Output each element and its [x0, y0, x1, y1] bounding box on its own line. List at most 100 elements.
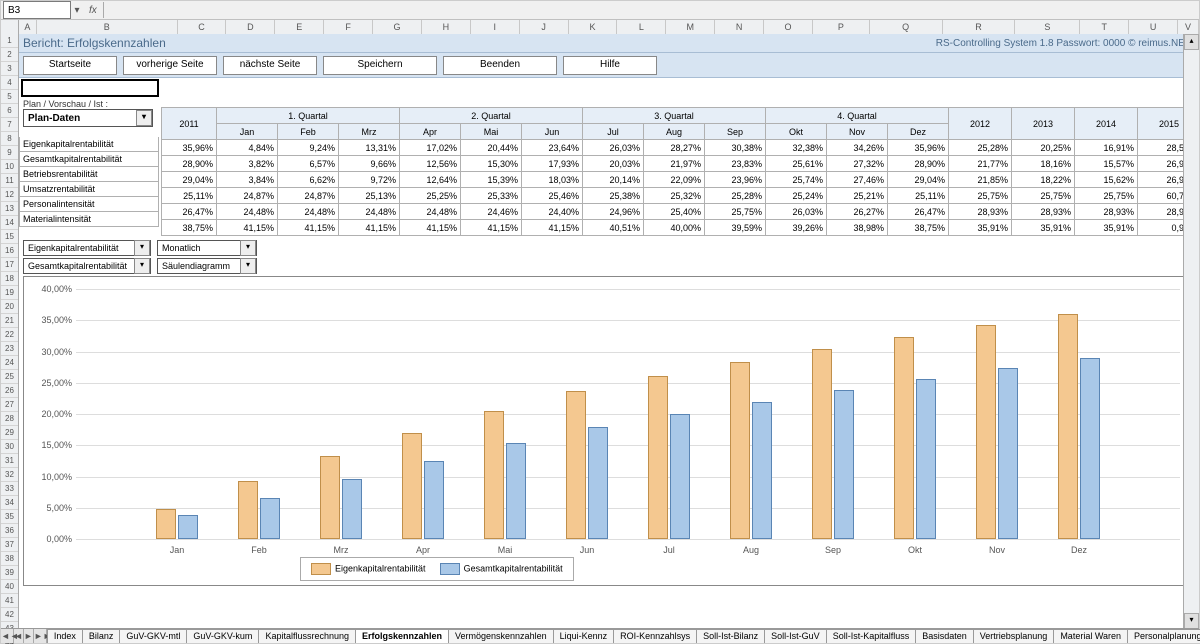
row-header[interactable]: 21 — [1, 314, 18, 328]
row-header[interactable]: 2 — [1, 48, 18, 62]
series2-select[interactable]: Gesamtkapitalrentabilität▾ — [23, 258, 151, 274]
sheet-tab[interactable]: GuV-GKV-kum — [186, 629, 259, 643]
nav-button[interactable]: Speichern — [323, 56, 437, 75]
col-header[interactable]: C — [178, 20, 227, 35]
sheet-tab[interactable]: Vertriebsplanung — [973, 629, 1055, 643]
series1-select[interactable]: Eigenkapitalrentabilität▾ — [23, 240, 151, 256]
row-header[interactable]: 24 — [1, 356, 18, 370]
row-header[interactable]: 42 — [1, 608, 18, 622]
col-header[interactable]: B — [37, 20, 178, 35]
row-header[interactable]: 16 — [1, 244, 18, 258]
col-header[interactable]: V — [1178, 20, 1199, 35]
col-header[interactable]: O — [764, 20, 813, 35]
col-header[interactable]: R — [943, 20, 1016, 35]
name-box[interactable]: B3 — [3, 1, 71, 19]
nav-button[interactable]: nächste Seite — [223, 56, 317, 75]
row-header[interactable]: 40 — [1, 580, 18, 594]
row-header[interactable]: 26 — [1, 384, 18, 398]
sheet-tab[interactable]: Personalplanung — [1127, 629, 1200, 643]
sheet-tab[interactable]: ROI-Kennzahlsys — [613, 629, 697, 643]
row-header[interactable]: 11 — [1, 174, 18, 188]
interval-select[interactable]: Monatlich▾ — [157, 240, 257, 256]
row-header[interactable]: 32 — [1, 468, 18, 482]
tab-nav-button[interactable]: ◄ — [14, 629, 24, 643]
sheet-tab[interactable]: GuV-GKV-mtl — [119, 629, 187, 643]
row-header[interactable]: 27 — [1, 398, 18, 412]
nav-button[interactable]: Startseite — [23, 56, 117, 75]
sheet-tab[interactable]: Kapitalflussrechnung — [258, 629, 356, 643]
row-header[interactable]: 39 — [1, 566, 18, 580]
active-cell-B3[interactable] — [21, 79, 159, 97]
name-box-dropdown[interactable]: ▾ — [71, 5, 83, 16]
row-header[interactable]: 1 — [1, 34, 18, 48]
row-header[interactable]: 25 — [1, 370, 18, 384]
col-header[interactable]: Q — [870, 20, 943, 35]
row-header[interactable]: 41 — [1, 594, 18, 608]
sheet-tab[interactable]: Liqui-Kennz — [553, 629, 615, 643]
col-header[interactable]: I — [471, 20, 520, 35]
row-header[interactable]: 23 — [1, 342, 18, 356]
sheet-tab[interactable]: Vermögenskennzahlen — [448, 629, 554, 643]
col-header[interactable]: K — [569, 20, 618, 35]
row-header[interactable]: 5 — [1, 90, 18, 104]
tab-nav-button[interactable]: ► — [24, 629, 34, 643]
col-header[interactable]: F — [324, 20, 373, 35]
row-header[interactable]: 20 — [1, 300, 18, 314]
row-header[interactable]: 17 — [1, 258, 18, 272]
row-header[interactable]: 28 — [1, 412, 18, 426]
col-header[interactable]: D — [226, 20, 275, 35]
vertical-scrollbar[interactable]: ▴ ▾ — [1183, 34, 1199, 629]
sheet-tab[interactable]: Soll-Ist-Bilanz — [696, 629, 765, 643]
sheet-tab[interactable]: Index — [47, 629, 83, 643]
sheet-tab[interactable]: Material Waren — [1053, 629, 1128, 643]
row-header[interactable]: 9 — [1, 146, 18, 160]
col-header[interactable]: G — [373, 20, 422, 35]
row-header[interactable]: 3 — [1, 62, 18, 76]
row-header[interactable]: 7 — [1, 118, 18, 132]
row-header[interactable]: 15 — [1, 230, 18, 244]
row-header[interactable]: 19 — [1, 286, 18, 300]
charttype-select[interactable]: Säulendiagramm▾ — [157, 258, 257, 274]
row-header[interactable]: 38 — [1, 552, 18, 566]
row-header[interactable]: 31 — [1, 454, 18, 468]
col-header[interactable]: T — [1080, 20, 1129, 35]
row-header[interactable]: 10 — [1, 160, 18, 174]
row-header[interactable]: 35 — [1, 510, 18, 524]
col-header[interactable]: P — [813, 20, 870, 35]
tab-nav-button[interactable]: ►► — [34, 629, 47, 643]
col-header[interactable]: N — [715, 20, 764, 35]
nav-button[interactable]: Hilfe — [563, 56, 657, 75]
row-header[interactable]: 4 — [1, 76, 18, 90]
scroll-up-button[interactable]: ▴ — [1184, 34, 1199, 50]
row-header[interactable]: 36 — [1, 524, 18, 538]
col-header[interactable]: U — [1129, 20, 1178, 35]
col-header[interactable]: H — [422, 20, 471, 35]
row-header[interactable]: 30 — [1, 440, 18, 454]
col-header[interactable]: J — [520, 20, 569, 35]
row-header[interactable]: 22 — [1, 328, 18, 342]
nav-button[interactable]: Beenden — [443, 56, 557, 75]
row-header[interactable]: 37 — [1, 538, 18, 552]
tab-nav-button[interactable]: ◄◄ — [1, 629, 14, 643]
row-header[interactable]: 29 — [1, 426, 18, 440]
sheet-tab[interactable]: Erfolgskennzahlen — [355, 629, 449, 643]
row-header[interactable]: 18 — [1, 272, 18, 286]
sheet-tab[interactable]: Soll-Ist-GuV — [764, 629, 827, 643]
col-header[interactable]: L — [617, 20, 666, 35]
sheet-tab[interactable]: Soll-Ist-Kapitalfluss — [826, 629, 917, 643]
nav-button[interactable]: vorherige Seite — [123, 56, 217, 75]
row-header[interactable]: 8 — [1, 132, 18, 146]
row-header[interactable]: 6 — [1, 104, 18, 118]
row-header[interactable]: 13 — [1, 202, 18, 216]
row-header[interactable]: 12 — [1, 188, 18, 202]
row-header[interactable]: 34 — [1, 496, 18, 510]
sheet-tab[interactable]: Basisdaten — [915, 629, 974, 643]
sheet-tab[interactable]: Bilanz — [82, 629, 121, 643]
scroll-down-button[interactable]: ▾ — [1184, 613, 1199, 629]
col-header[interactable]: M — [666, 20, 715, 35]
formula-input[interactable] — [103, 2, 1199, 18]
col-header[interactable]: A — [19, 20, 37, 35]
row-header[interactable]: 33 — [1, 482, 18, 496]
row-header[interactable]: 14 — [1, 216, 18, 230]
col-header[interactable]: S — [1015, 20, 1080, 35]
